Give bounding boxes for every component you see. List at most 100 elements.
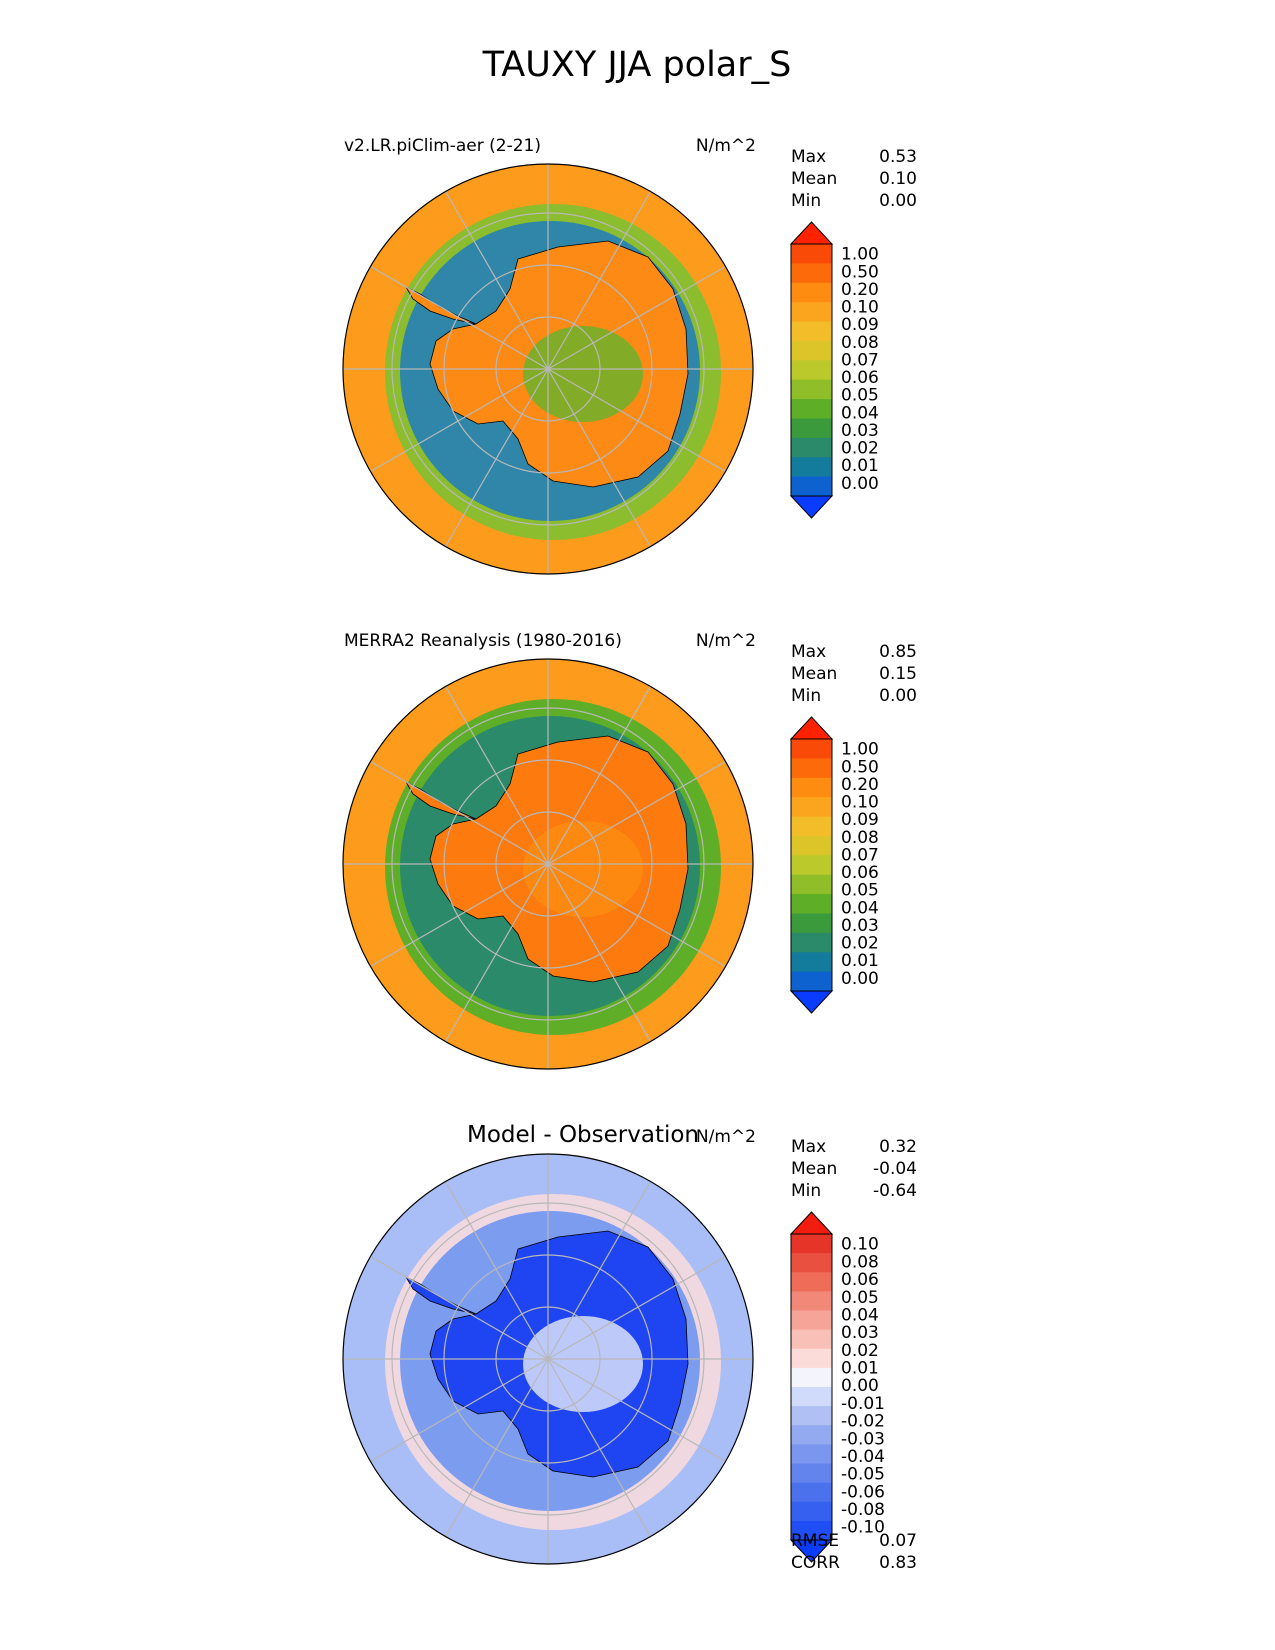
stat-rmse-value: 0.07: [879, 1531, 917, 1551]
colorbar-tick-label: 0.10: [841, 1235, 879, 1255]
colorbar-band: [791, 1520, 832, 1541]
colorbar-tick-label: 0.00: [841, 969, 879, 989]
panel-observation: MERRA2 Reanalysis (1980-2016) N/m^2 Max …: [342, 631, 917, 1070]
interior-field: [523, 821, 643, 917]
colorbar-tick-label: 0.03: [841, 421, 879, 441]
stat-min-value: 0.00: [879, 191, 917, 211]
longitude-gridline: [547, 368, 652, 547]
colorbar-band: [791, 874, 832, 895]
colorbar: 1.000.500.200.100.090.080.070.060.050.04…: [789, 716, 879, 1014]
stat-min-label: Min: [791, 191, 821, 211]
longitude-gridline: [444, 368, 549, 547]
colorbar-band: [791, 1463, 832, 1484]
stat-max-label: Max: [791, 147, 826, 167]
colorbar-tick-label: 0.04: [841, 1305, 879, 1325]
map-field: [343, 164, 753, 574]
colorbar-band: [791, 321, 832, 342]
stat-corr-value: 0.83: [879, 1553, 917, 1573]
colorbar-band: [791, 418, 832, 439]
colorbar-band: [791, 302, 832, 323]
units-label: N/m^2: [696, 631, 756, 651]
units-label: N/m^2: [696, 1127, 756, 1147]
colorbar-frame: [790, 243, 833, 497]
colorbar-tick-label: 1.00: [841, 740, 879, 760]
longitude-gridline: [547, 1181, 652, 1360]
colorbar-tick-label: 0.05: [841, 386, 879, 406]
colorbar-band: [791, 1253, 832, 1273]
colorbar-extend-max: [789, 716, 834, 740]
longitude-gridline: [370, 863, 549, 968]
stat-mean-value: 0.10: [879, 169, 917, 189]
longitude-gridline: [547, 863, 726, 968]
polar-map: [342, 163, 754, 575]
stats-block: Max 0.53 Mean 0.10 Min 0.00: [791, 147, 917, 211]
colorbar-tick-label: 0.01: [841, 951, 879, 971]
stat-rmse-label: RMSE: [791, 1531, 839, 1551]
colorbar-band: [791, 1406, 832, 1426]
colorbar-band: [791, 932, 832, 953]
longitude-gridline: [547, 1255, 726, 1360]
colorbar-tick-label: 0.06: [841, 863, 879, 883]
stat-max-value: 0.32: [879, 1137, 917, 1157]
colorbar-tick-label: 0.02: [841, 934, 879, 954]
map-field: [343, 659, 753, 1069]
longitude-gridline: [444, 1358, 549, 1537]
colorbar-band: [791, 1387, 832, 1407]
stat-min-value: 0.00: [879, 686, 917, 706]
polar-map: [342, 658, 754, 1070]
colorbar-band: [791, 360, 832, 381]
polar-map: [342, 1153, 754, 1565]
longitude-gridline: [370, 265, 549, 370]
colorbar-band: [791, 1234, 832, 1254]
colorbar-band: [791, 399, 832, 419]
colorbar-tick-label: 0.04: [841, 898, 879, 918]
colorbar-frame: [790, 1233, 833, 1541]
map-boundary: [342, 1153, 754, 1565]
colorbar-tick-label: -0.08: [841, 1500, 885, 1520]
interior-field: [523, 326, 643, 422]
stat-mean-label: Mean: [791, 169, 837, 189]
longitude-gridline: [547, 686, 652, 865]
map-field: [343, 1154, 753, 1564]
panel-difference: Model - Observation N/m^2 Max 0.32 Mean …: [342, 1122, 917, 1573]
colorbar-tick-label: -0.01: [841, 1394, 885, 1414]
longitude-gridline: [370, 1255, 549, 1360]
colorbar-tick-label: 0.10: [841, 793, 879, 813]
stat-min-label: Min: [791, 1181, 821, 1201]
colorbar-band: [791, 244, 832, 264]
colorbar-band: [791, 1367, 832, 1388]
stat-mean-label: Mean: [791, 1159, 837, 1179]
colorbar-tick-label: 0.08: [841, 828, 879, 848]
panel-label: v2.LR.piClim-aer (2-21): [344, 136, 541, 156]
interior-field: [523, 1316, 643, 1412]
panel-label: Model - Observation: [467, 1122, 699, 1148]
stat-max-label: Max: [791, 1137, 826, 1157]
longitude-gridline: [547, 1358, 726, 1463]
colorbar-extend-min: [789, 495, 834, 519]
colorbar-band: [791, 437, 832, 458]
colorbar-extend-max: [789, 1211, 834, 1235]
longitude-gridline: [547, 191, 652, 370]
colorbar-tick-label: 0.20: [841, 280, 879, 300]
colorbar-band: [791, 457, 832, 478]
colorbar-tick-label: -0.05: [841, 1465, 885, 1485]
colorbar-band: [791, 855, 832, 876]
stats-block: Max 0.85 Mean 0.15 Min 0.00: [791, 642, 917, 706]
longitude-gridline: [547, 265, 726, 370]
colorbar-tick-label: -0.06: [841, 1482, 885, 1502]
colorbar-tick-label: 0.02: [841, 1341, 879, 1361]
colorbar-band: [791, 340, 832, 361]
colorbar-band: [791, 739, 832, 759]
colorbar-band: [791, 777, 832, 798]
figure-title: TAUXY JJA polar_S: [482, 45, 792, 85]
colorbar-tick-label: 0.00: [841, 474, 879, 494]
colorbar: 0.100.080.060.050.040.030.020.010.00-0.0…: [789, 1211, 885, 1563]
map-boundary: [342, 658, 754, 1070]
colorbar-tick-label: 0.03: [841, 1323, 879, 1343]
longitude-gridline: [444, 863, 549, 1042]
stat-max-value: 0.85: [879, 642, 917, 662]
longitude-gridline: [547, 863, 652, 1042]
longitude-gridline: [547, 368, 726, 473]
stat-min-label: Min: [791, 686, 821, 706]
longitude-gridline: [444, 686, 549, 865]
